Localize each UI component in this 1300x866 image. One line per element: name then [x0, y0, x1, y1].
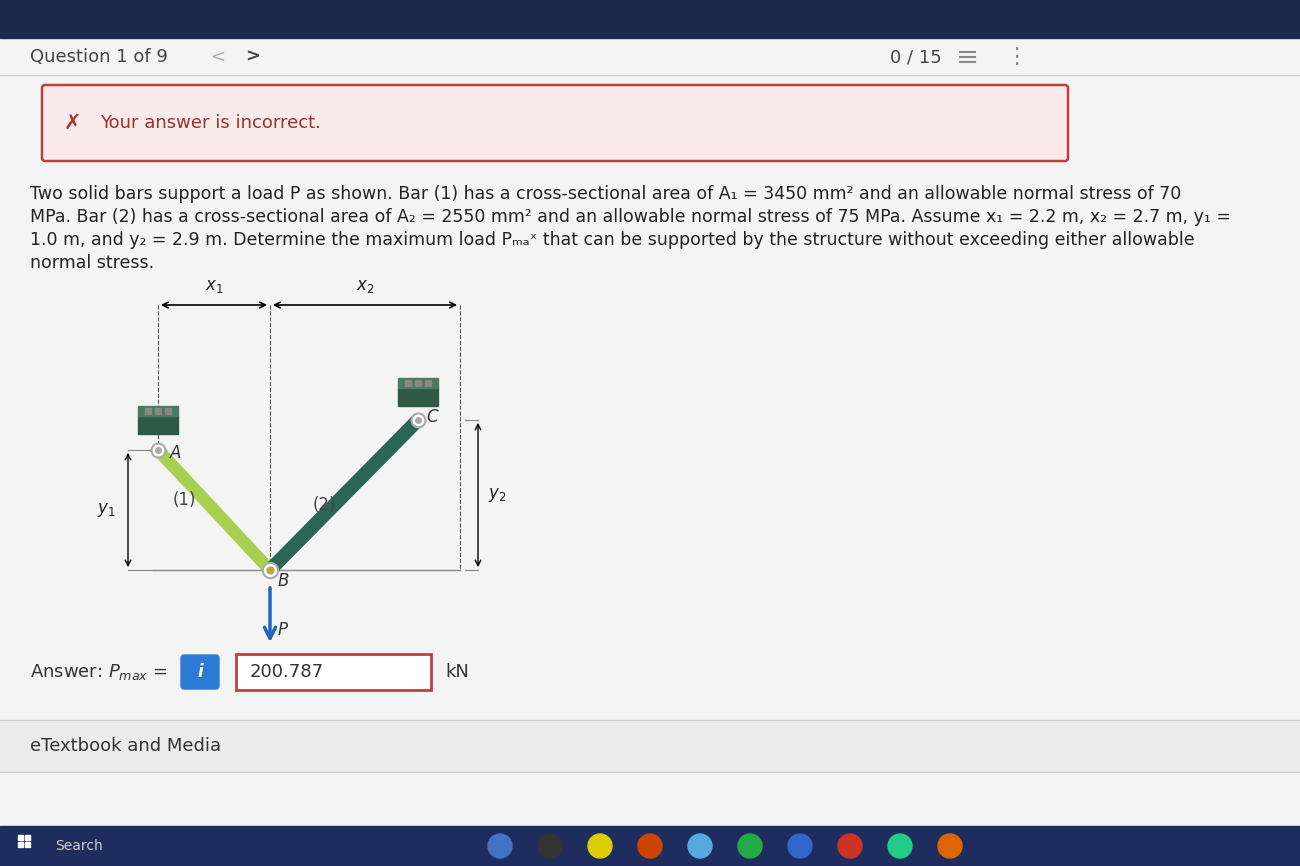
Circle shape [738, 834, 762, 858]
Text: 1.0 m, and y₂ = 2.9 m. Determine the maximum load Pₘₐˣ that can be supported by : 1.0 m, and y₂ = 2.9 m. Determine the max… [30, 231, 1195, 249]
Text: MPa. Bar (2) has a cross-sectional area of A₂ = 2550 mm² and an allowable normal: MPa. Bar (2) has a cross-sectional area … [30, 208, 1231, 226]
Text: ✗: ✗ [64, 113, 81, 133]
Circle shape [888, 834, 913, 858]
Bar [398, 378, 438, 388]
Text: (1): (1) [172, 491, 196, 509]
Bar [0, 826, 1300, 866]
Text: (2): (2) [312, 496, 335, 514]
FancyBboxPatch shape [181, 655, 218, 689]
Bar [165, 408, 172, 414]
Text: $y_2$: $y_2$ [488, 486, 507, 504]
Circle shape [939, 834, 962, 858]
Text: $y_1$: $y_1$ [98, 501, 116, 519]
Circle shape [688, 834, 712, 858]
Text: 200.787: 200.787 [250, 663, 324, 681]
Circle shape [838, 834, 862, 858]
Bar [138, 406, 178, 416]
Bar [406, 380, 411, 386]
Bar [0, 0, 1300, 38]
Text: $x_1$: $x_1$ [204, 277, 224, 295]
FancyBboxPatch shape [42, 85, 1069, 161]
Text: $x_2$: $x_2$ [356, 277, 374, 295]
Bar [138, 416, 178, 434]
Text: Two solid bars support a load P as shown. Bar (1) has a cross-sectional area of : Two solid bars support a load P as shown… [30, 185, 1182, 203]
Text: >: > [244, 48, 260, 66]
Bar [398, 388, 438, 406]
Circle shape [538, 834, 562, 858]
Bar [0, 720, 1300, 772]
Circle shape [638, 834, 662, 858]
Text: Your answer is incorrect.: Your answer is incorrect. [100, 114, 321, 132]
Text: i: i [198, 663, 203, 681]
Bar [155, 408, 161, 414]
Text: P: P [278, 621, 289, 639]
Text: kN: kN [445, 663, 469, 681]
Circle shape [788, 834, 812, 858]
Text: C: C [426, 408, 438, 426]
Text: normal stress.: normal stress. [30, 254, 155, 272]
Text: eTextbook and Media: eTextbook and Media [30, 737, 221, 755]
Text: A: A [170, 444, 182, 462]
Text: 0 / 15: 0 / 15 [891, 48, 941, 66]
Text: ⋮: ⋮ [1005, 47, 1027, 67]
Circle shape [488, 834, 512, 858]
Text: <: < [211, 48, 225, 66]
Bar [18, 842, 23, 847]
Text: Question 1 of 9: Question 1 of 9 [30, 48, 168, 66]
Bar [25, 842, 30, 847]
Bar [18, 835, 23, 840]
Text: Answer: $P_{max}$ =: Answer: $P_{max}$ = [30, 662, 168, 682]
Bar [25, 835, 30, 840]
Text: B: B [278, 572, 290, 590]
Bar [425, 380, 432, 386]
Circle shape [588, 834, 612, 858]
Text: Search: Search [55, 839, 103, 853]
Bar [146, 408, 151, 414]
Bar [415, 380, 421, 386]
Bar [237, 654, 432, 690]
